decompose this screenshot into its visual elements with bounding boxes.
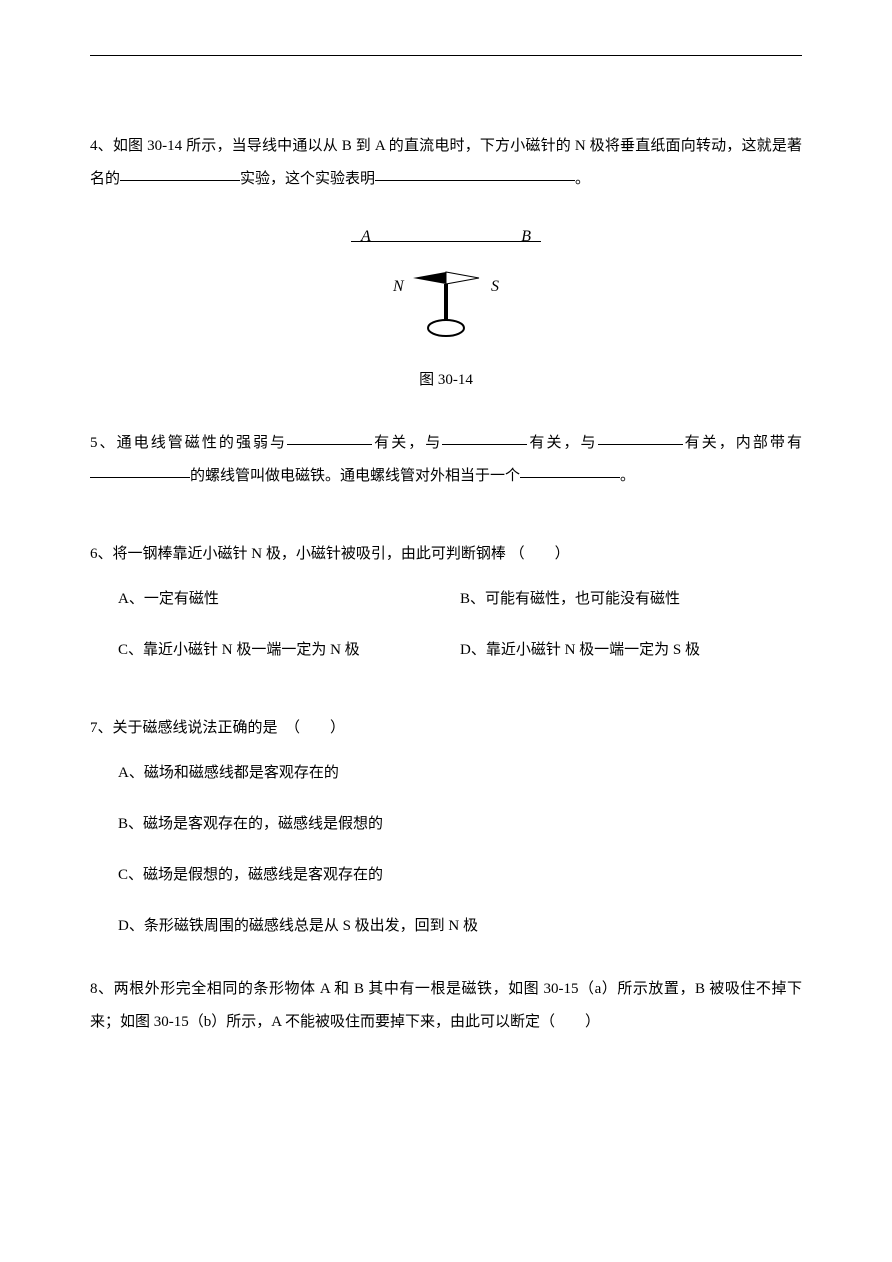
q7-opt-c: C、磁场是假想的，磁感线是客观存在的 bbox=[118, 859, 802, 892]
question-5: 5、通电线管磁性的强弱与 有关，与 有关，与 有关，内部带有的螺线管叫做电磁铁。通电螺… bbox=[90, 427, 802, 493]
q5-blank-2 bbox=[442, 430, 527, 445]
document-content: 4、如图 30-14 所示，当导线中通以从 B 到 A 的直流电时，下方小磁针的… bbox=[90, 50, 802, 1039]
question-4: 4、如图 30-14 所示，当导线中通以从 B 到 A 的直流电时，下方小磁针的… bbox=[90, 130, 802, 397]
q6-stem: 6、将一钢棒靠近小磁针 N 极，小磁针被吸引，由此可判断钢棒 （ ） bbox=[90, 538, 802, 571]
figure-caption: 图 30-14 bbox=[90, 364, 802, 397]
q4-end: 。 bbox=[575, 171, 590, 187]
q5-t1: 5、通电线管磁性的强弱与 bbox=[90, 435, 287, 451]
q6-opt-d: D、靠近小磁针 N 极一端一定为 S 极 bbox=[460, 634, 802, 667]
q4-blank-2 bbox=[375, 166, 575, 181]
label-b: B bbox=[521, 219, 531, 254]
q5-blank-1 bbox=[287, 430, 372, 445]
label-n: N bbox=[393, 269, 404, 304]
q7-opt-a: A、磁场和磁感线都是客观存在的 bbox=[118, 757, 802, 790]
label-a: A bbox=[361, 219, 371, 254]
q4-blank-1 bbox=[120, 166, 240, 181]
q7-options: A、磁场和磁感线都是客观存在的 B、磁场是客观存在的，磁感线是假想的 C、磁场是… bbox=[90, 757, 802, 943]
question-8: 8、两根外形完全相同的条形物体 A 和 B 其中有一根是磁铁，如图 30-15（… bbox=[90, 973, 802, 1039]
q5-t4: 有关，内部带有 bbox=[683, 435, 802, 451]
q5-blank-5 bbox=[520, 463, 620, 478]
q7-opt-d: D、条形磁铁周围的磁感线总是从 S 极出发，回到 N 极 bbox=[118, 910, 802, 943]
wire-line bbox=[351, 241, 541, 242]
q7-opt-b: B、磁场是客观存在的，磁感线是假想的 bbox=[118, 808, 802, 841]
q5-t3: 有关，与 bbox=[527, 435, 597, 451]
q5-t2: 有关，与 bbox=[372, 435, 442, 451]
q5-t6: 。 bbox=[620, 468, 635, 484]
q8-text: 8、两根外形完全相同的条形物体 A 和 B 其中有一根是磁铁，如图 30-15（… bbox=[90, 973, 802, 1039]
question-6: 6、将一钢棒靠近小磁针 N 极，小磁针被吸引，由此可判断钢棒 （ ） A、一定有… bbox=[90, 538, 802, 667]
q5-blank-4 bbox=[90, 463, 190, 478]
q6-opt-c: C、靠近小磁针 N 极一端一定为 N 极 bbox=[118, 634, 460, 667]
q4-mid: 实验，这个实验表明 bbox=[240, 171, 375, 187]
q6-row-1: A、一定有磁性 B、可能有磁性，也可能没有磁性 bbox=[118, 583, 802, 616]
q5-blank-3 bbox=[598, 430, 683, 445]
question-7: 7、关于磁感线说法正确的是 （ ） A、磁场和磁感线都是客观存在的 B、磁场是客… bbox=[90, 712, 802, 943]
figure-diagram: A B N S bbox=[331, 221, 561, 341]
q5-text: 5、通电线管磁性的强弱与 有关，与 有关，与 有关，内部带有的螺线管叫做电磁铁。通电螺… bbox=[90, 427, 802, 493]
q7-stem: 7、关于磁感线说法正确的是 （ ） bbox=[90, 712, 802, 745]
figure-30-14: A B N S bbox=[90, 221, 802, 354]
compass-icon bbox=[411, 266, 481, 341]
q6-opt-b: B、可能有磁性，也可能没有磁性 bbox=[460, 583, 802, 616]
label-s: S bbox=[491, 269, 499, 304]
q6-options: A、一定有磁性 B、可能有磁性，也可能没有磁性 C、靠近小磁针 N 极一端一定为… bbox=[90, 583, 802, 667]
q6-row-2: C、靠近小磁针 N 极一端一定为 N 极 D、靠近小磁针 N 极一端一定为 S … bbox=[118, 634, 802, 667]
top-rule bbox=[90, 55, 802, 56]
q5-t5: 的螺线管叫做电磁铁。通电螺线管对外相当于一个 bbox=[190, 468, 520, 484]
q4-text: 4、如图 30-14 所示，当导线中通以从 B 到 A 的直流电时，下方小磁针的… bbox=[90, 130, 802, 196]
q6-opt-a: A、一定有磁性 bbox=[118, 583, 460, 616]
